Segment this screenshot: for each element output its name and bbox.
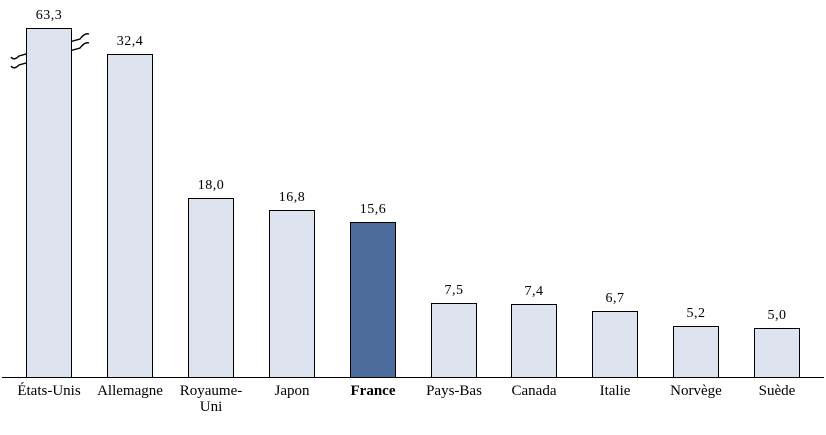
value-label-japon: 16,8 xyxy=(278,190,306,205)
bar-canada xyxy=(511,304,557,378)
bar-norvege xyxy=(673,326,719,378)
category-label-etats-unis: États-Unis xyxy=(17,383,81,399)
category-label-france: France xyxy=(350,383,396,399)
category-label-pays-bas: Pays-Bas xyxy=(426,383,482,399)
bar-italie xyxy=(592,311,638,378)
value-label-france: 15,6 xyxy=(359,202,387,217)
category-label-italie: Italie xyxy=(599,383,631,399)
value-label-etats-unis: 63,3 xyxy=(35,8,63,23)
bar-pays-bas xyxy=(431,303,477,378)
bar-allemagne xyxy=(107,54,153,378)
value-label-suede: 5,0 xyxy=(767,308,787,323)
category-label-royaume-uni: Royaume-Uni xyxy=(179,383,243,415)
category-label-japon: Japon xyxy=(274,383,310,399)
bar-suede xyxy=(754,328,800,378)
value-label-pays-bas: 7,5 xyxy=(444,283,464,298)
value-label-italie: 6,7 xyxy=(605,291,625,306)
category-label-canada: Canada xyxy=(511,383,557,399)
bar-royaume-uni xyxy=(188,198,234,378)
category-label-allemagne: Allemagne xyxy=(97,383,163,399)
category-label-norvege: Norvège xyxy=(670,383,722,399)
value-label-canada: 7,4 xyxy=(524,284,544,299)
value-label-norvege: 5,2 xyxy=(686,306,706,321)
category-label-suede: Suède xyxy=(758,383,796,399)
bar-etats-unis xyxy=(26,28,72,378)
bar-france xyxy=(350,222,396,378)
bar-japon xyxy=(269,210,315,378)
value-label-allemagne: 32,4 xyxy=(116,34,144,49)
x-axis-line xyxy=(2,377,824,378)
value-label-royaume-uni: 18,0 xyxy=(197,178,225,193)
